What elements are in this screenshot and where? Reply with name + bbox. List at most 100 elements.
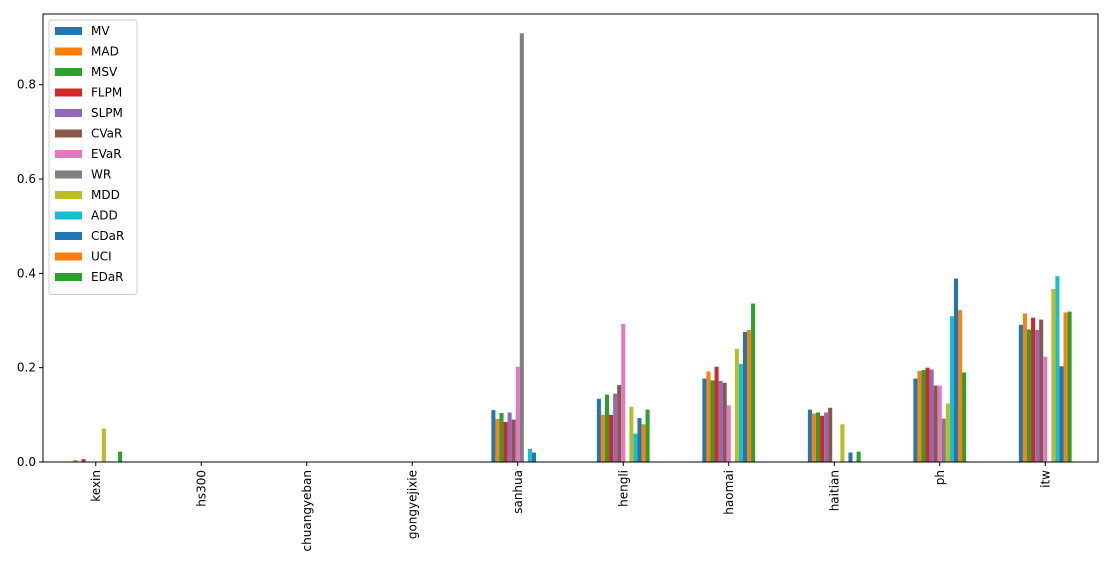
bar-mad-hengli — [600, 414, 605, 462]
legend-swatch-edar — [55, 273, 82, 281]
y-axis: 0.0 0.2 0.4 0.6 0.8 — [17, 78, 43, 469]
y-tick-label: 0.6 — [17, 172, 36, 186]
bar-cdar-haitian — [848, 452, 853, 462]
bar-mv-haitian — [807, 409, 812, 462]
bar-mv-ph — [913, 378, 918, 462]
bar-slpm-itw — [1035, 329, 1040, 462]
bar-cvar-itw — [1039, 319, 1044, 462]
x-tick-label-kexin: kexin — [89, 470, 103, 502]
bar-edar-itw — [1067, 311, 1072, 462]
legend-label-cvar: CVaR — [91, 127, 122, 141]
legend-label-evar: EVaR — [91, 147, 122, 161]
legend: MV MAD MSV FLPM SLPM CVaR EVaR WR MDD ADD CDaR UCI E… — [48, 19, 138, 295]
bar-wr-ph — [941, 418, 946, 462]
bar-add-hengli — [633, 433, 638, 462]
legend-swatch-mv — [55, 27, 82, 35]
axes-frame — [42, 13, 1099, 463]
bar-evar-hengli — [621, 323, 626, 462]
bar-slpm-hengli — [613, 393, 618, 462]
legend-swatch-cdar — [55, 232, 82, 240]
bar-cvar-sanhua — [511, 419, 516, 462]
bar-add-ph — [949, 316, 954, 462]
legend-swatch-flpm — [55, 88, 82, 97]
legend-label-slpm: SLPM — [91, 106, 123, 120]
legend-label-edar: EDaR — [91, 270, 124, 284]
x-tick-label-sanhua: sanhua — [511, 470, 525, 514]
x-axis: kexin hs300 chuangyeban gongyejixie sanhua he… — [89, 462, 1052, 551]
bar-mdd-hengli — [629, 406, 634, 462]
bar-evar-itw — [1043, 356, 1048, 462]
x-tick-label-gongyejixie: gongyejixie — [405, 470, 419, 539]
bar-uci-haomai — [747, 329, 752, 462]
bar-edar-haomai — [751, 303, 756, 462]
bar-uci-hengli — [641, 424, 646, 462]
bar-uci-itw — [1063, 312, 1068, 462]
bar-edar-kexin — [118, 451, 123, 462]
bar-add-sanhua — [527, 448, 532, 462]
bar-slpm-haomai — [718, 380, 723, 462]
x-tick-label-hengli: hengli — [616, 470, 630, 507]
bar-add-itw — [1055, 276, 1060, 462]
bar-cvar-haomai — [722, 382, 727, 462]
bar-mv-haomai — [702, 378, 707, 462]
legend-label-mdd: MDD — [91, 188, 120, 202]
legend-swatch-add — [55, 211, 82, 220]
bar-mad-sanhua — [495, 419, 500, 462]
legend-label-mad: MAD — [91, 45, 119, 59]
x-tick-label-haomai: haomai — [722, 470, 736, 515]
x-tick-label-itw: itw — [1038, 470, 1052, 488]
bar-cvar-hengli — [617, 385, 622, 462]
legend-label-msv: MSV — [91, 65, 118, 79]
x-tick-label-haitian: haitian — [827, 470, 841, 511]
bar-flpm-haomai — [714, 366, 719, 462]
legend-swatch-uci — [55, 252, 82, 261]
bar-flpm-itw — [1031, 317, 1036, 462]
y-tick-label: 0.0 — [17, 455, 36, 469]
bar-mad-itw — [1022, 313, 1027, 462]
bar-add-haomai — [738, 363, 743, 462]
legend-swatch-wr — [55, 170, 82, 179]
bar-msv-itw — [1026, 329, 1032, 462]
bar-mv-itw — [1018, 324, 1023, 462]
bar-uci-ph — [958, 310, 963, 462]
bar-wr-sanhua — [519, 33, 524, 462]
legend-label-mv: MV — [91, 24, 110, 38]
bar-mv-sanhua — [491, 410, 496, 462]
bar-cvar-ph — [933, 385, 938, 462]
legend-label-cdar: CDaR — [91, 229, 124, 243]
legend-label-flpm: FLPM — [91, 86, 122, 100]
bar-mad-ph — [917, 370, 922, 462]
bar-slpm-sanhua — [507, 412, 512, 462]
bar-mdd-haitian — [840, 424, 845, 462]
legend-label-add: ADD — [91, 209, 118, 223]
x-tick-label-hs300: hs300 — [194, 470, 208, 507]
bar-cvar-haitian — [828, 407, 833, 462]
bar-edar-hengli — [645, 409, 650, 462]
legend-swatch-evar — [55, 150, 82, 158]
bar-edar-haitian — [856, 451, 861, 462]
bar-msv-haitian — [815, 412, 821, 462]
bar-msv-hengli — [604, 394, 610, 462]
bar-flpm-kexin — [81, 459, 86, 462]
legend-swatch-slpm — [55, 109, 82, 117]
bar-mdd-itw — [1051, 288, 1056, 462]
bar-mad-kexin — [73, 460, 78, 462]
bar-cdar-itw — [1059, 366, 1064, 462]
bar-slpm-ph — [929, 369, 934, 462]
bar-flpm-haitian — [820, 415, 825, 462]
y-tick-label: 0.8 — [17, 78, 36, 92]
bar-evar-ph — [937, 385, 942, 462]
bar-flpm-ph — [925, 367, 930, 462]
bar-mv-hengli — [596, 398, 601, 462]
bar-mad-haitian — [811, 413, 816, 462]
legend-label-uci: UCI — [91, 250, 112, 264]
legend-swatch-msv — [55, 68, 82, 76]
x-tick-label-ph: ph — [933, 470, 947, 485]
bar-flpm-sanhua — [503, 421, 508, 462]
bar-cdar-ph — [953, 278, 959, 462]
bar-cdar-hengli — [637, 418, 642, 462]
bar-flpm-hengli — [609, 414, 614, 462]
bars-layer — [73, 33, 1072, 462]
bar-msv-ph — [921, 370, 926, 462]
